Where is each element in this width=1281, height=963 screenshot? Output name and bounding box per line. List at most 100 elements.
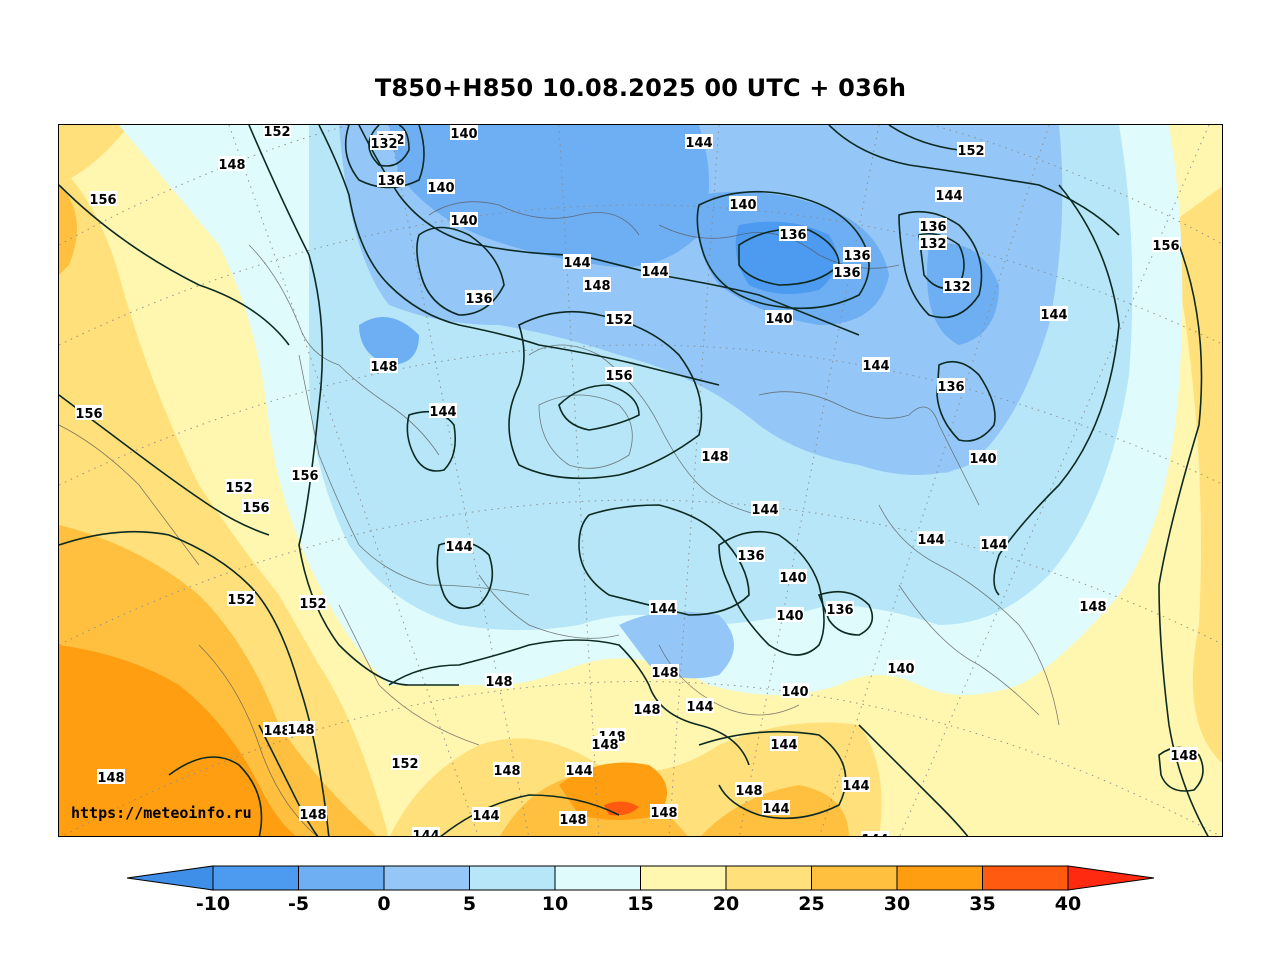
- contour-label-text: 144: [980, 538, 1007, 553]
- contour-label-text: 148: [299, 808, 326, 823]
- contour-label: 140: [729, 196, 757, 213]
- contour-label: 148: [299, 806, 327, 823]
- contour-label-background: [862, 357, 890, 372]
- contour-label-text: 148: [287, 723, 314, 738]
- contour-label: 144: [685, 134, 713, 151]
- colorbar-segment: [982, 865, 1069, 891]
- map-canvas: 152 132 140 132 144 152 148 136 140 156 140 144 140 1…: [59, 125, 1222, 837]
- contour-label-text: 132: [370, 137, 397, 152]
- contour-label-text: 136: [833, 266, 860, 281]
- colorbar-segment: [811, 865, 898, 891]
- contour-label-text: 152: [391, 757, 418, 772]
- contour-label: 148: [1079, 598, 1107, 615]
- contour-label: 148: [370, 358, 398, 375]
- temp-fill-20-25: [59, 125, 129, 185]
- colorbar-tick-label: 15: [627, 893, 653, 915]
- contour-label: 156: [605, 367, 633, 384]
- contour-label-text: 140: [450, 214, 477, 229]
- contour-label-text: 144: [563, 256, 590, 271]
- contour-label-background: [957, 142, 985, 157]
- contour-label-text: 144: [1040, 308, 1067, 323]
- contour-label-text: 140: [776, 609, 803, 624]
- contour-label-text: 152: [263, 125, 290, 140]
- contour-label: 140: [887, 660, 915, 677]
- colorbar: -10 -5 0 5 10 15 20 25 30 35 40: [126, 865, 1155, 915]
- colorbar-tick-label: 20: [713, 893, 739, 915]
- contour-label: 148: [701, 448, 729, 465]
- contour-label-background: [1079, 598, 1107, 613]
- contour-label-background: [649, 600, 677, 615]
- colorbar-tick-label: 0: [377, 893, 390, 915]
- contour-label-background: [89, 191, 117, 206]
- contour-label-background: [565, 762, 593, 777]
- contour-label-text: 136: [843, 249, 870, 264]
- contour-label-background: [943, 278, 971, 293]
- contour-label-background: [225, 479, 253, 494]
- contour-label-background: [969, 450, 997, 465]
- contour-label-background: [559, 811, 587, 826]
- colorbar-tick-label: 5: [463, 893, 476, 915]
- contour-label-text: 144: [762, 802, 789, 817]
- weather-map: 152 132 140 132 144 152 148 136 140 156 140 144 140 1…: [58, 124, 1223, 837]
- contour-label-background: [242, 499, 270, 514]
- contour-label: 140: [765, 310, 793, 327]
- contour-label-text: 140: [781, 685, 808, 700]
- contour-label-text: 144: [649, 602, 676, 617]
- contour-label: 156: [291, 467, 319, 484]
- contour-label-background: [75, 405, 103, 420]
- contour-label-background: [861, 831, 889, 836]
- contour-label-text: 144: [472, 809, 499, 824]
- contour-label-text: 152: [227, 593, 254, 608]
- contour-label-text: 136: [737, 549, 764, 564]
- contour-label-background: [887, 660, 915, 675]
- contour-label-text: 140: [427, 181, 454, 196]
- contour-label-text: 148: [485, 675, 512, 690]
- contour-label-text: 152: [299, 597, 326, 612]
- graticule: [59, 125, 1222, 836]
- contour-label: 148: [651, 664, 679, 681]
- contour-label-text: 136: [377, 174, 404, 189]
- contour-label: 152: [605, 311, 633, 328]
- temp-fill-0-5: [619, 611, 734, 679]
- colorbar-segment: [725, 865, 812, 891]
- contour-label: 152: [225, 479, 253, 496]
- colorbar-tick-label: 35: [969, 893, 995, 915]
- colorbar-tick-label: -5: [288, 893, 309, 915]
- contour-label: 140: [781, 683, 809, 700]
- colorbar-tick-label: 30: [884, 893, 910, 915]
- contour-label-text: 144: [862, 359, 889, 374]
- contour-label-text: 156: [89, 193, 116, 208]
- contour-label-text: 136: [779, 228, 806, 243]
- contour-label-background: [735, 782, 763, 797]
- contour-label: 136: [919, 218, 947, 235]
- contour-label-background: [980, 536, 1008, 551]
- contour-label-background: [97, 769, 125, 784]
- temp-fill-20-25: [1169, 186, 1222, 764]
- contour-label-text: 144: [412, 829, 439, 837]
- map-title: T850+H850 10.08.2025 00 UTC + 036h: [374, 74, 907, 102]
- contour-label: 152: [263, 125, 291, 140]
- contour-label-background: [391, 755, 419, 770]
- contour-label: 144: [686, 698, 714, 715]
- contour-label-background: [450, 212, 478, 227]
- contour-label-text: 148: [633, 703, 660, 718]
- contour-label-text: 148: [583, 279, 610, 294]
- contour-label-background: [263, 722, 291, 737]
- contour-label-text: 144: [935, 189, 962, 204]
- contour-label: 148: [735, 782, 763, 799]
- contour-label: 148: [218, 156, 246, 173]
- colorbar-segment: [554, 865, 641, 891]
- contour-label-background: [472, 807, 500, 822]
- contour-label-text: 132: [943, 280, 970, 295]
- contour-label: 144: [762, 800, 790, 817]
- contour-label-background: [445, 538, 473, 553]
- contour-label-background: [299, 595, 327, 610]
- watermark: https://meteoinfo.ru: [71, 804, 252, 822]
- contour-label-text: 156: [291, 469, 318, 484]
- contour-label: 144: [1040, 306, 1068, 323]
- contour-label-background: [826, 601, 854, 616]
- contour-label-background: [751, 501, 779, 516]
- contour-label: 156: [89, 191, 117, 208]
- contour-label: 148: [263, 722, 291, 739]
- contour-label: 144: [842, 777, 870, 794]
